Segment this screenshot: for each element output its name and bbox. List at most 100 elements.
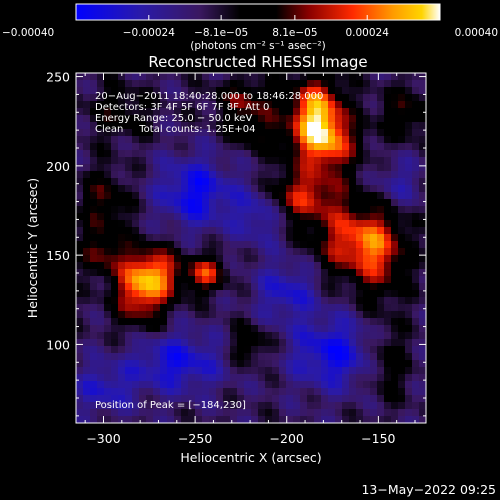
heatmap-cell [272,395,280,403]
heatmap-cell [223,346,231,354]
heatmap-cell [335,283,343,291]
heatmap-cell [258,381,266,389]
heatmap-cell [230,115,238,123]
heatmap-cell [265,395,273,403]
heatmap-cell [223,290,231,298]
heatmap-cell [314,276,322,284]
heatmap-cell [111,402,119,410]
heatmap-cell [181,367,189,375]
heatmap-cell [300,318,308,326]
y-tick-label: 100 [46,337,70,352]
heatmap-cell [146,248,154,256]
heatmap-cell [209,171,217,179]
heatmap-cell [209,136,217,144]
heatmap-cell [174,80,182,88]
heatmap-cell [412,374,420,382]
heatmap-cell [363,276,371,284]
heatmap-cell [167,353,175,361]
heatmap-cell [188,87,196,95]
heatmap-cell [132,185,140,193]
heatmap-cell [272,115,280,123]
heatmap-cell [153,129,161,137]
heatmap-cell [342,108,350,116]
heatmap-cell [293,122,301,130]
heatmap-cell [279,164,287,172]
heatmap-cell [419,262,427,270]
heatmap-cell [405,262,413,270]
heatmap-cell [419,171,427,179]
heatmap-cell [76,353,84,361]
heatmap-cell [83,213,91,221]
heatmap-cell [181,283,189,291]
heatmap-cell [104,311,112,319]
heatmap-cell [412,80,420,88]
heatmap-cell [391,381,399,389]
heatmap-cell [377,206,385,214]
heatmap-cell [384,73,392,81]
heatmap-cell [195,185,203,193]
heatmap-cell [76,108,84,116]
heatmap-cell [195,297,203,305]
heatmap-cell [237,178,245,186]
heatmap-cell [125,276,133,284]
heatmap-cell [279,395,287,403]
heatmap-cell [279,220,287,228]
heatmap-cell [209,206,217,214]
heatmap-cell [244,143,252,151]
heatmap-cell [181,402,189,410]
heatmap-cell [118,136,126,144]
heatmap-cell [419,325,427,333]
heatmap-cell [181,171,189,179]
heatmap-cell [251,318,259,326]
heatmap-cell [195,178,203,186]
heatmap-cell [370,248,378,256]
heatmap-cell [223,185,231,193]
heatmap-cell [391,325,399,333]
heatmap-cell [160,101,168,109]
heatmap-cell [321,101,329,109]
heatmap-cell [132,213,140,221]
heatmap-cell [237,276,245,284]
heatmap-cell [251,185,259,193]
heatmap-cell [216,164,224,172]
heatmap-cell [405,276,413,284]
heatmap-cell [328,353,336,361]
heatmap-cell [419,206,427,214]
heatmap-cell [300,122,308,130]
heatmap-cell [195,416,203,424]
heatmap-cell [216,346,224,354]
heatmap-cell [349,101,357,109]
heatmap-cell [349,234,357,242]
heatmap-cell [202,276,210,284]
heatmap-cell [76,346,84,354]
heatmap-cell [90,157,98,165]
heatmap-cell [195,150,203,158]
heatmap-cell [181,199,189,207]
heatmap-cell [237,241,245,249]
heatmap-cell [223,381,231,389]
heatmap-cell [230,178,238,186]
heatmap-cell [419,115,427,123]
heatmap-cell [251,346,259,354]
heatmap-cell [384,374,392,382]
heatmap-cell [181,73,189,81]
heatmap-cell [188,297,196,305]
heatmap-cell [307,213,315,221]
heatmap-cell [398,178,406,186]
heatmap-cell [377,346,385,354]
heatmap-cell [195,276,203,284]
heatmap-cell [209,150,217,158]
heatmap-cell [342,339,350,347]
heatmap-cell [174,122,182,130]
heatmap-cell [356,332,364,340]
heatmap-cell [349,220,357,228]
heatmap-cell [146,409,154,417]
heatmap-cell [223,367,231,375]
heatmap-cell [398,87,406,95]
heatmap-cell [293,73,301,81]
heatmap-cell [370,297,378,305]
heatmap-cell [153,360,161,368]
heatmap-cell [307,388,315,396]
heatmap-cell [251,108,259,116]
heatmap-cell [356,234,364,242]
